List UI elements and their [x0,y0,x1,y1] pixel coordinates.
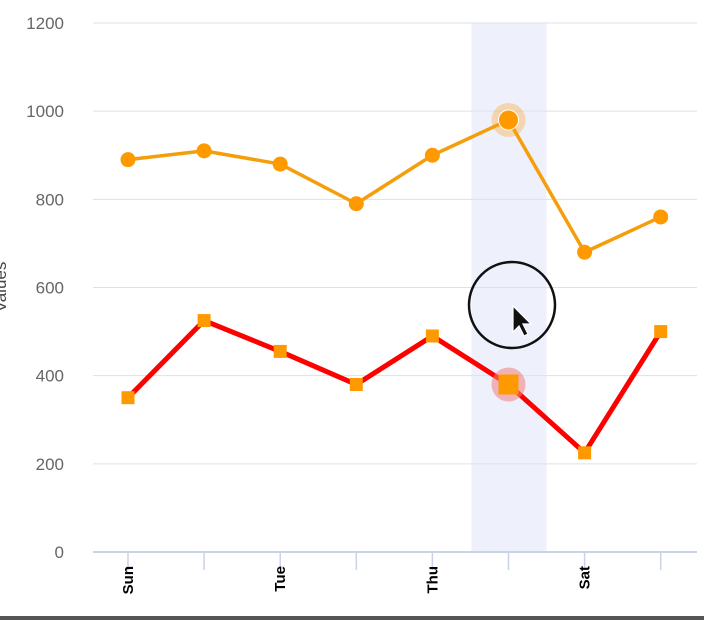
x-tick-label: Sat [577,566,594,589]
data-point [498,109,519,131]
data-point [424,147,440,163]
x-tick-label: Thu [424,566,441,594]
y-axis-label: Values [0,262,10,313]
data-point [120,152,136,168]
data-point [577,244,593,260]
data-point [272,156,288,172]
x-tick-label: Sun [120,566,137,594]
y-tick-label: 600 [36,279,64,298]
cursor-ring [467,260,557,350]
y-tick-label: 200 [36,455,64,474]
y-tick-label: 1200 [26,14,64,33]
data-point [348,196,364,212]
series-0 [120,102,669,260]
data-point [273,344,287,358]
bottom-border [0,616,704,620]
data-point [196,143,212,159]
series-line [126,318,663,456]
data-point [197,314,211,328]
data-point [498,374,519,395]
y-tick-label: 800 [36,190,64,209]
y-tick-label: 400 [36,367,64,386]
y-tick-label: 0 [55,543,64,562]
data-point [425,329,439,343]
series-1 [121,314,668,460]
data-point [121,391,135,405]
data-point [653,209,669,225]
series-line [127,118,662,254]
data-point [654,325,668,339]
data-point [578,446,592,460]
cursor-arrow-icon [512,304,533,337]
y-tick-label: 1000 [26,102,64,121]
data-point [349,377,363,391]
x-tick-label: Tue [272,566,289,592]
